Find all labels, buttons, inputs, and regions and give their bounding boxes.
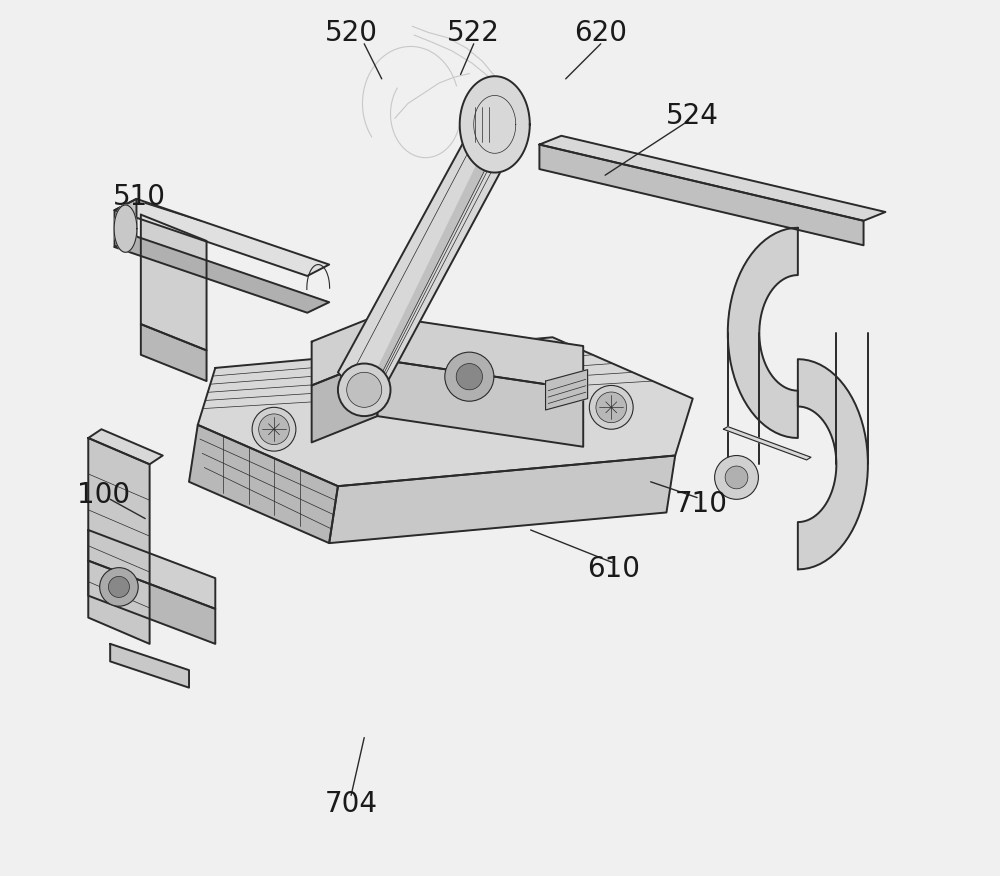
Polygon shape <box>338 127 518 399</box>
Polygon shape <box>189 425 338 543</box>
Polygon shape <box>546 370 588 410</box>
Polygon shape <box>88 438 150 644</box>
Circle shape <box>715 456 758 499</box>
Polygon shape <box>141 324 207 381</box>
Polygon shape <box>312 315 583 390</box>
Text: 510: 510 <box>113 183 166 211</box>
Polygon shape <box>312 359 377 442</box>
Circle shape <box>725 466 748 489</box>
Text: 522: 522 <box>447 19 500 47</box>
Text: 710: 710 <box>675 490 728 518</box>
Circle shape <box>252 407 296 451</box>
Polygon shape <box>115 199 329 276</box>
Polygon shape <box>88 530 215 609</box>
Circle shape <box>445 352 494 401</box>
Polygon shape <box>329 456 675 543</box>
Polygon shape <box>115 237 329 313</box>
Text: 520: 520 <box>325 19 378 47</box>
Text: 620: 620 <box>574 19 627 47</box>
Polygon shape <box>141 215 207 350</box>
Circle shape <box>259 414 289 445</box>
Polygon shape <box>88 561 215 644</box>
Text: 524: 524 <box>666 102 719 130</box>
Polygon shape <box>370 136 500 384</box>
Circle shape <box>456 364 482 390</box>
Circle shape <box>589 385 633 429</box>
Polygon shape <box>460 76 530 173</box>
Polygon shape <box>798 359 868 569</box>
Polygon shape <box>377 359 583 447</box>
Polygon shape <box>728 228 798 438</box>
Polygon shape <box>723 427 811 460</box>
Text: 610: 610 <box>587 555 640 583</box>
Text: 100: 100 <box>77 481 131 509</box>
Polygon shape <box>114 205 137 252</box>
Polygon shape <box>110 644 189 688</box>
Polygon shape <box>539 145 864 245</box>
Text: 704: 704 <box>325 790 378 818</box>
Circle shape <box>338 364 390 416</box>
Polygon shape <box>198 337 693 486</box>
Circle shape <box>100 568 138 606</box>
Circle shape <box>347 372 382 407</box>
Polygon shape <box>539 136 885 221</box>
Circle shape <box>596 392 627 423</box>
Circle shape <box>108 576 129 597</box>
Polygon shape <box>88 429 163 464</box>
Polygon shape <box>115 199 136 247</box>
